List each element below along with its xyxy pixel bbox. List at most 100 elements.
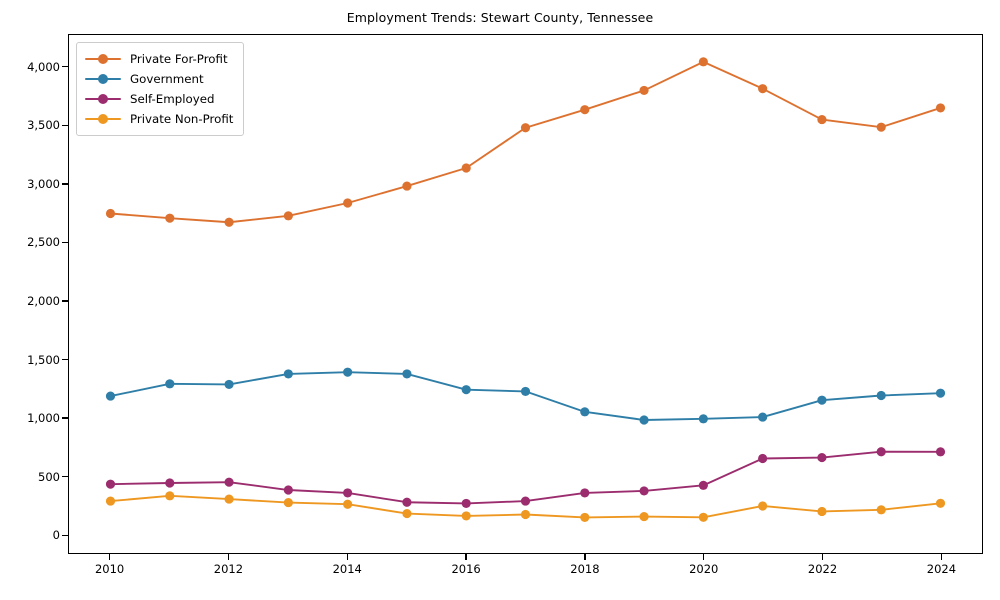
data-point [580, 105, 590, 115]
y-axis-tick-mark [62, 417, 68, 419]
x-axis-tick-label: 2024 [926, 562, 957, 576]
data-point [283, 485, 293, 495]
legend-marker-icon [85, 92, 121, 106]
data-point [224, 494, 234, 504]
y-axis-tick-label: 2,500 [27, 235, 60, 250]
data-point [402, 369, 412, 379]
data-point [876, 447, 886, 457]
y-axis-tick-mark [62, 183, 68, 185]
data-point [165, 478, 175, 488]
y-axis-tick-label: 4,000 [27, 59, 60, 74]
data-point [461, 163, 471, 173]
y-axis-tick-label: 1,500 [27, 352, 60, 367]
data-point [639, 512, 649, 522]
data-point [698, 414, 708, 424]
data-point [876, 390, 886, 401]
y-axis-tick-mark [62, 358, 68, 361]
data-point [461, 385, 471, 395]
legend-item-2[interactable]: Self-Employed [85, 89, 233, 109]
data-point [876, 122, 886, 132]
x-axis-tick-label: 2012 [213, 562, 244, 576]
data-point [698, 480, 708, 490]
series-line-1 [109, 371, 942, 421]
x-axis-tick-label: 2022 [807, 562, 838, 576]
y-axis-tick-label: 0 [52, 528, 60, 543]
x-axis-tick-mark [108, 554, 111, 560]
data-point [402, 181, 412, 191]
x-axis-tick-label: 2018 [570, 562, 600, 576]
data-point [935, 447, 946, 457]
data-point [817, 395, 827, 405]
legend-label: Private Non-Profit [130, 112, 234, 126]
data-point [461, 498, 471, 509]
data-point [224, 379, 234, 390]
data-point [876, 505, 886, 515]
x-axis-tick-mark [821, 554, 824, 560]
data-point [105, 479, 116, 489]
data-point [165, 491, 175, 501]
y-axis-tick-mark [62, 66, 68, 68]
legend-item-0[interactable]: Private For-Profit [85, 49, 233, 69]
data-point [283, 211, 293, 221]
x-axis-tick-mark [703, 554, 705, 560]
data-point [698, 57, 708, 67]
data-point [402, 497, 412, 507]
x-axis-tick-label: 2020 [689, 562, 719, 576]
data-point [758, 412, 768, 422]
legend-marker-icon [85, 52, 121, 66]
y-axis-tick-mark [62, 300, 68, 302]
legend-label: Government [130, 72, 204, 86]
data-point [817, 452, 827, 463]
data-point [639, 415, 649, 425]
y-axis-tick-mark [62, 476, 68, 478]
x-axis-tick-label: 2010 [94, 562, 125, 576]
y-axis-tick-label: 3,500 [27, 118, 60, 133]
x-axis-tick-label: 2014 [332, 562, 362, 576]
chart-legend: Private For-Profit Government Self-Employe… [76, 42, 245, 136]
legend-item-3[interactable]: Private Non-Profit [85, 109, 233, 129]
page-title: Employment Trends: Stewart County, Tenne… [346, 10, 654, 25]
data-point [343, 488, 353, 498]
y-axis-tick-mark [62, 241, 68, 244]
data-point [520, 386, 531, 396]
y-axis-tick-mark [62, 534, 68, 536]
data-point [758, 453, 768, 464]
data-point [698, 512, 708, 522]
data-point [935, 103, 946, 113]
y-axis-tick-label: 3,000 [27, 176, 60, 191]
data-point [935, 498, 946, 508]
data-point [639, 486, 649, 496]
data-point [520, 123, 531, 133]
series-line-2 [109, 450, 942, 505]
legend-marker-icon [85, 112, 121, 126]
data-point [935, 388, 946, 398]
y-axis-tick-label: 2,000 [27, 294, 60, 309]
data-point [343, 198, 353, 208]
data-point [580, 488, 590, 498]
y-axis-tick-label: 1,000 [27, 411, 60, 426]
data-point [165, 379, 175, 389]
data-point [105, 208, 116, 219]
data-point [105, 391, 116, 401]
data-point [461, 511, 471, 521]
x-axis-tick-mark [346, 554, 348, 560]
y-axis-tick-mark [62, 124, 68, 126]
data-point [817, 115, 827, 125]
line-chart-svg [105, 57, 946, 522]
data-point [105, 496, 116, 506]
data-point [758, 501, 768, 511]
x-axis-tick-mark [584, 554, 586, 560]
data-point [580, 407, 590, 417]
data-point [758, 84, 768, 94]
legend-marker-icon [85, 72, 121, 86]
data-point [224, 217, 234, 227]
data-point [165, 213, 175, 223]
data-point [283, 498, 293, 508]
x-axis-tick-mark [940, 554, 943, 560]
data-point [817, 506, 827, 517]
data-point [283, 369, 293, 379]
data-point [520, 509, 531, 520]
data-point [343, 367, 353, 377]
legend-item-1[interactable]: Government [85, 69, 233, 89]
data-point [343, 499, 353, 509]
